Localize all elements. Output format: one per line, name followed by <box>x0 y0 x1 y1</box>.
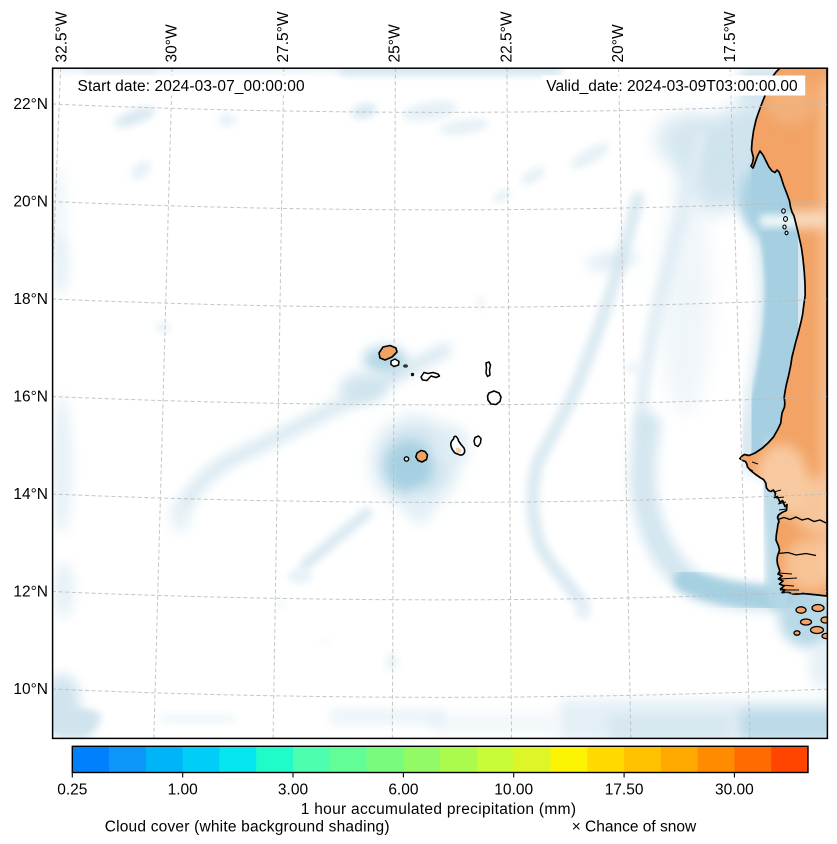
svg-text:0.25: 0.25 <box>57 782 87 799</box>
svg-text:17.5°W: 17.5°W <box>722 11 739 62</box>
svg-text:18°N: 18°N <box>13 291 48 308</box>
svg-text:27.5°W: 27.5°W <box>275 11 292 62</box>
svg-text:20°N: 20°N <box>13 194 48 211</box>
svg-text:Cloud cover (white background: Cloud cover (white background shading) <box>105 819 390 836</box>
svg-text:10.00: 10.00 <box>494 782 533 799</box>
svg-text:22.5°W: 22.5°W <box>498 11 515 62</box>
svg-text:6.00: 6.00 <box>388 782 419 799</box>
svg-text:30.00: 30.00 <box>715 782 754 799</box>
svg-text:3.00: 3.00 <box>278 782 309 799</box>
svg-text:22°N: 22°N <box>13 96 48 113</box>
svg-text:14°N: 14°N <box>13 486 48 503</box>
svg-text:1.00: 1.00 <box>168 782 199 799</box>
svg-text:Valid_date: 2024-03-09T03:00:0: Valid_date: 2024-03-09T03:00:00.00 <box>546 78 798 95</box>
svg-text:× Chance of snow: × Chance of snow <box>572 819 697 836</box>
svg-text:25°W: 25°W <box>387 24 404 62</box>
svg-text:10°N: 10°N <box>13 681 48 698</box>
svg-text:Start date: 2024-03-07_00:00:0: Start date: 2024-03-07_00:00:00 <box>78 78 305 95</box>
svg-text:30°W: 30°W <box>163 24 180 62</box>
svg-text:1 hour accumulated precipitati: 1 hour accumulated precipitation (mm) <box>301 801 577 818</box>
svg-text:20°W: 20°W <box>610 24 627 62</box>
svg-text:12°N: 12°N <box>13 584 48 601</box>
svg-text:16°N: 16°N <box>13 389 48 406</box>
svg-text:17.50: 17.50 <box>605 782 644 799</box>
svg-text:32.5°W: 32.5°W <box>54 11 71 62</box>
